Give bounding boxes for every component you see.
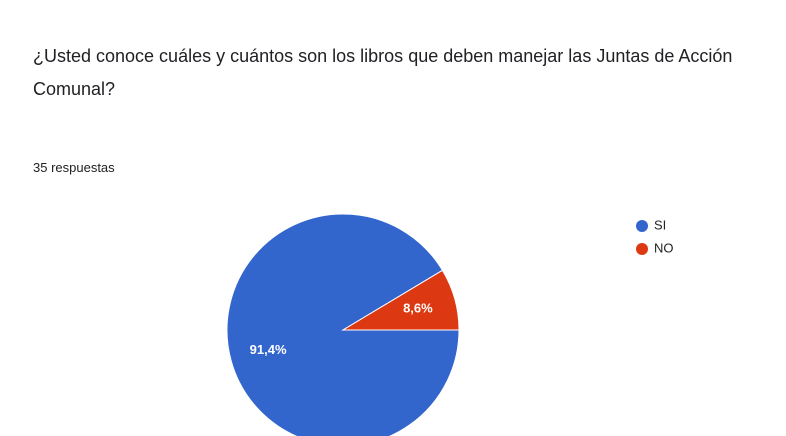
slice-label: 8,6% — [403, 301, 433, 316]
legend-label: NO — [654, 240, 674, 255]
pie-slice — [341, 269, 460, 331]
legend-label: SI — [654, 217, 666, 232]
pie-slice — [226, 213, 460, 436]
legend-swatch — [636, 220, 648, 232]
response-count: 35 respuestas — [33, 160, 115, 175]
question-title: ¿Usted conoce cuáles y cuántos son los l… — [33, 46, 733, 99]
legend-swatch — [636, 243, 648, 255]
slice-label: 91,4% — [250, 342, 287, 357]
